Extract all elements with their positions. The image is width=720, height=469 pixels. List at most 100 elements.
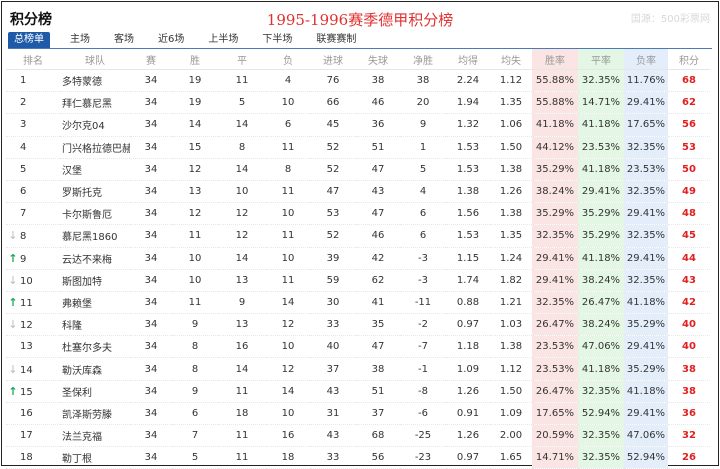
col-goals-for[interactable]: 进球 — [310, 49, 356, 70]
col-avg-against[interactable]: 均失 — [490, 49, 532, 70]
rank-number: 16 — [20, 407, 33, 419]
tab-last-6[interactable]: 近6场 — [158, 34, 185, 45]
table-row[interactable]: ↑ 9 云达不来梅 34 10 14 10 39 42 -3 1.15 1.24 29.41% 41.18… — [6, 247, 710, 270]
cell-team[interactable]: 斯图加特 — [60, 269, 130, 292]
cell-goals-against: 41 — [356, 291, 400, 315]
table-row[interactable]: 17 法兰克福 34 7 11 16 43 68 -25 1.26 2.00 20.59% 32.35%… — [6, 424, 710, 448]
col-draw[interactable]: 平 — [218, 49, 266, 70]
col-loss-rate[interactable]: 负率 — [624, 49, 668, 70]
tab-league-format[interactable]: 联赛赛制 — [316, 34, 357, 45]
table-row[interactable]: 7 卡尔斯鲁厄 34 12 12 10 53 47 6 1.56 1.38 35.29% 35.29% 2… — [6, 202, 710, 226]
cell-played: 34 — [130, 402, 172, 426]
table-row[interactable]: ↑ 15 圣保利 34 9 11 14 43 51 -8 1.26 1.50 26.47% 32.35% 4… — [6, 380, 710, 403]
table-row[interactable]: 18 勒丁根 34 5 11 18 33 56 -23 0.97 1.65 14.71% 32.35% 5… — [6, 446, 710, 469]
cell-win-rate: 38.24% — [532, 180, 578, 204]
cell-team[interactable]: 慕尼黑1860 — [60, 224, 130, 248]
cell-team[interactable]: 法兰克福 — [60, 424, 130, 448]
cell-win: 19 — [172, 91, 218, 115]
cell-loss: 10 — [266, 202, 310, 226]
rank-number: 3 — [20, 119, 27, 131]
tab-away[interactable]: 客场 — [114, 34, 134, 45]
cell-team[interactable]: 汉堡 — [60, 158, 130, 181]
table-row[interactable]: 2 拜仁慕尼黑 34 19 5 10 66 46 20 1.94 1.35 55.88% 14.71% 2… — [6, 91, 710, 115]
cell-team[interactable]: 勒丁根 — [60, 446, 130, 469]
col-goal-diff[interactable]: 净胜 — [400, 49, 446, 70]
cell-team[interactable]: 门兴格拉德巴赫 — [60, 136, 130, 159]
col-loss[interactable]: 负 — [266, 49, 310, 70]
cell-loss: 11 — [266, 269, 310, 292]
cell-played: 34 — [130, 158, 172, 181]
table-row[interactable]: 3 沙尔克04 34 14 14 6 45 36 9 1.32 1.06 41.18% 41.18% 17… — [6, 113, 710, 137]
cell-played: 34 — [130, 446, 172, 469]
cell-team[interactable]: 圣保利 — [60, 380, 130, 403]
table-row[interactable]: 6 罗斯托克 34 13 10 11 47 43 4 1.38 1.26 38.24% 29.41% 32… — [6, 180, 710, 204]
cell-loss-rate: 17.65% — [624, 113, 668, 137]
col-played[interactable]: 赛 — [130, 49, 172, 70]
table-row[interactable]: 16 凯泽斯劳滕 34 6 18 10 31 37 -6 0.91 1.09 17.65% 52.94%… — [6, 402, 710, 426]
cell-avg-for: 1.38 — [446, 180, 490, 204]
tab-home[interactable]: 主场 — [70, 34, 90, 45]
rank-number: 12 — [20, 320, 33, 332]
table-row[interactable]: 1 多特蒙德 34 19 11 4 76 38 38 2.24 1.12 55.88% 32.35% 11… — [6, 69, 710, 93]
cell-rank: ↑ 9 — [6, 247, 60, 270]
col-avg-for[interactable]: 均得 — [446, 49, 490, 70]
cell-goal-diff: -2 — [400, 313, 446, 337]
cell-goal-diff: 6 — [400, 202, 446, 226]
cell-win-rate: 41.18% — [532, 113, 578, 137]
col-team[interactable]: 球队 — [60, 49, 130, 70]
cell-avg-for: 1.26 — [446, 380, 490, 403]
cell-draw: 14 — [218, 158, 266, 181]
cell-win-rate: 35.29% — [532, 202, 578, 226]
cell-loss-rate: 41.18% — [624, 291, 668, 315]
cell-draw-rate: 41.18% — [578, 113, 624, 137]
cell-team[interactable]: 科隆 — [60, 313, 130, 337]
cell-loss-rate: 32.35% — [624, 224, 668, 248]
table-row[interactable]: ↓ 8 慕尼黑1860 34 11 12 11 52 46 6 1.53 1.35 32.35% 35.2… — [6, 224, 710, 248]
table-row[interactable]: ↓ 10 斯图加特 34 10 13 11 59 62 -3 1.74 1.82 29.41% 38.24… — [6, 269, 710, 292]
cell-loss: 12 — [266, 313, 310, 337]
cell-draw-rate: 41.18% — [578, 247, 624, 270]
cell-avg-against: 1.50 — [490, 136, 532, 159]
col-goals-against[interactable]: 失球 — [356, 49, 400, 70]
table-row[interactable]: ↓ 14 勒沃库森 34 8 14 12 37 38 -1 1.09 1.12 23.53% 41.18%… — [6, 357, 710, 381]
table-row[interactable]: 4 门兴格拉德巴赫 34 15 8 11 52 51 1 1.53 1.50 44.12% 23.53%… — [6, 136, 710, 159]
table-row[interactable]: ↑ 11 弗赖堡 34 11 9 14 30 41 -11 0.88 1.21 32.35% 26.47%… — [6, 291, 710, 315]
cell-rank: 13 — [6, 335, 60, 359]
table-row[interactable]: 13 杜塞尔多夫 34 8 16 10 40 47 -7 1.18 1.38 23.53% 47.06%… — [6, 335, 710, 359]
cell-played: 34 — [130, 335, 172, 359]
cell-loss: 10 — [266, 91, 310, 115]
cell-team[interactable]: 弗赖堡 — [60, 291, 130, 315]
col-points[interactable]: 积分 — [668, 49, 710, 70]
cell-win: 7 — [172, 424, 218, 448]
cell-avg-for: 1.18 — [446, 335, 490, 359]
col-rank[interactable]: 排名 — [6, 49, 60, 70]
cell-avg-for: 1.94 — [446, 91, 490, 115]
cell-goal-diff: -3 — [400, 247, 446, 270]
cell-team[interactable]: 勒沃库森 — [60, 357, 130, 381]
cell-team[interactable]: 多特蒙德 — [60, 69, 130, 93]
cell-team[interactable]: 卡尔斯鲁厄 — [60, 202, 130, 226]
cell-avg-for: 0.91 — [446, 402, 490, 426]
cell-goals-against: 36 — [356, 113, 400, 137]
tab-first-half[interactable]: 上半场 — [208, 34, 239, 45]
cell-goals-against: 46 — [356, 224, 400, 248]
cell-team[interactable]: 凯泽斯劳滕 — [60, 402, 130, 426]
cell-points: 42 — [668, 291, 710, 315]
cell-loss-rate: 23.53% — [624, 158, 668, 181]
cell-team[interactable]: 云达不来梅 — [60, 247, 130, 270]
cell-team[interactable]: 罗斯托克 — [60, 180, 130, 204]
table-row[interactable]: 5 汉堡 34 12 14 8 52 47 5 1.53 1.38 35.29% 41.18% 23.53… — [6, 158, 710, 181]
table-row[interactable]: ↓ 12 科隆 34 9 13 12 33 35 -2 0.97 1.03 26.47% 38.24% 35… — [6, 313, 710, 337]
col-win-rate[interactable]: 胜率 — [532, 49, 578, 70]
tab-overall[interactable]: 总榜单 — [8, 32, 50, 48]
cell-team[interactable]: 沙尔克04 — [60, 113, 130, 137]
cell-goal-diff: -7 — [400, 335, 446, 359]
cell-loss: 10 — [266, 402, 310, 426]
cell-team[interactable]: 杜塞尔多夫 — [60, 335, 130, 359]
col-win[interactable]: 胜 — [172, 49, 218, 70]
tab-second-half[interactable]: 下半场 — [262, 34, 293, 45]
cell-loss: 11 — [266, 180, 310, 204]
cell-team[interactable]: 拜仁慕尼黑 — [60, 91, 130, 115]
cell-avg-for: 1.53 — [446, 136, 490, 159]
col-draw-rate[interactable]: 平率 — [578, 49, 624, 70]
